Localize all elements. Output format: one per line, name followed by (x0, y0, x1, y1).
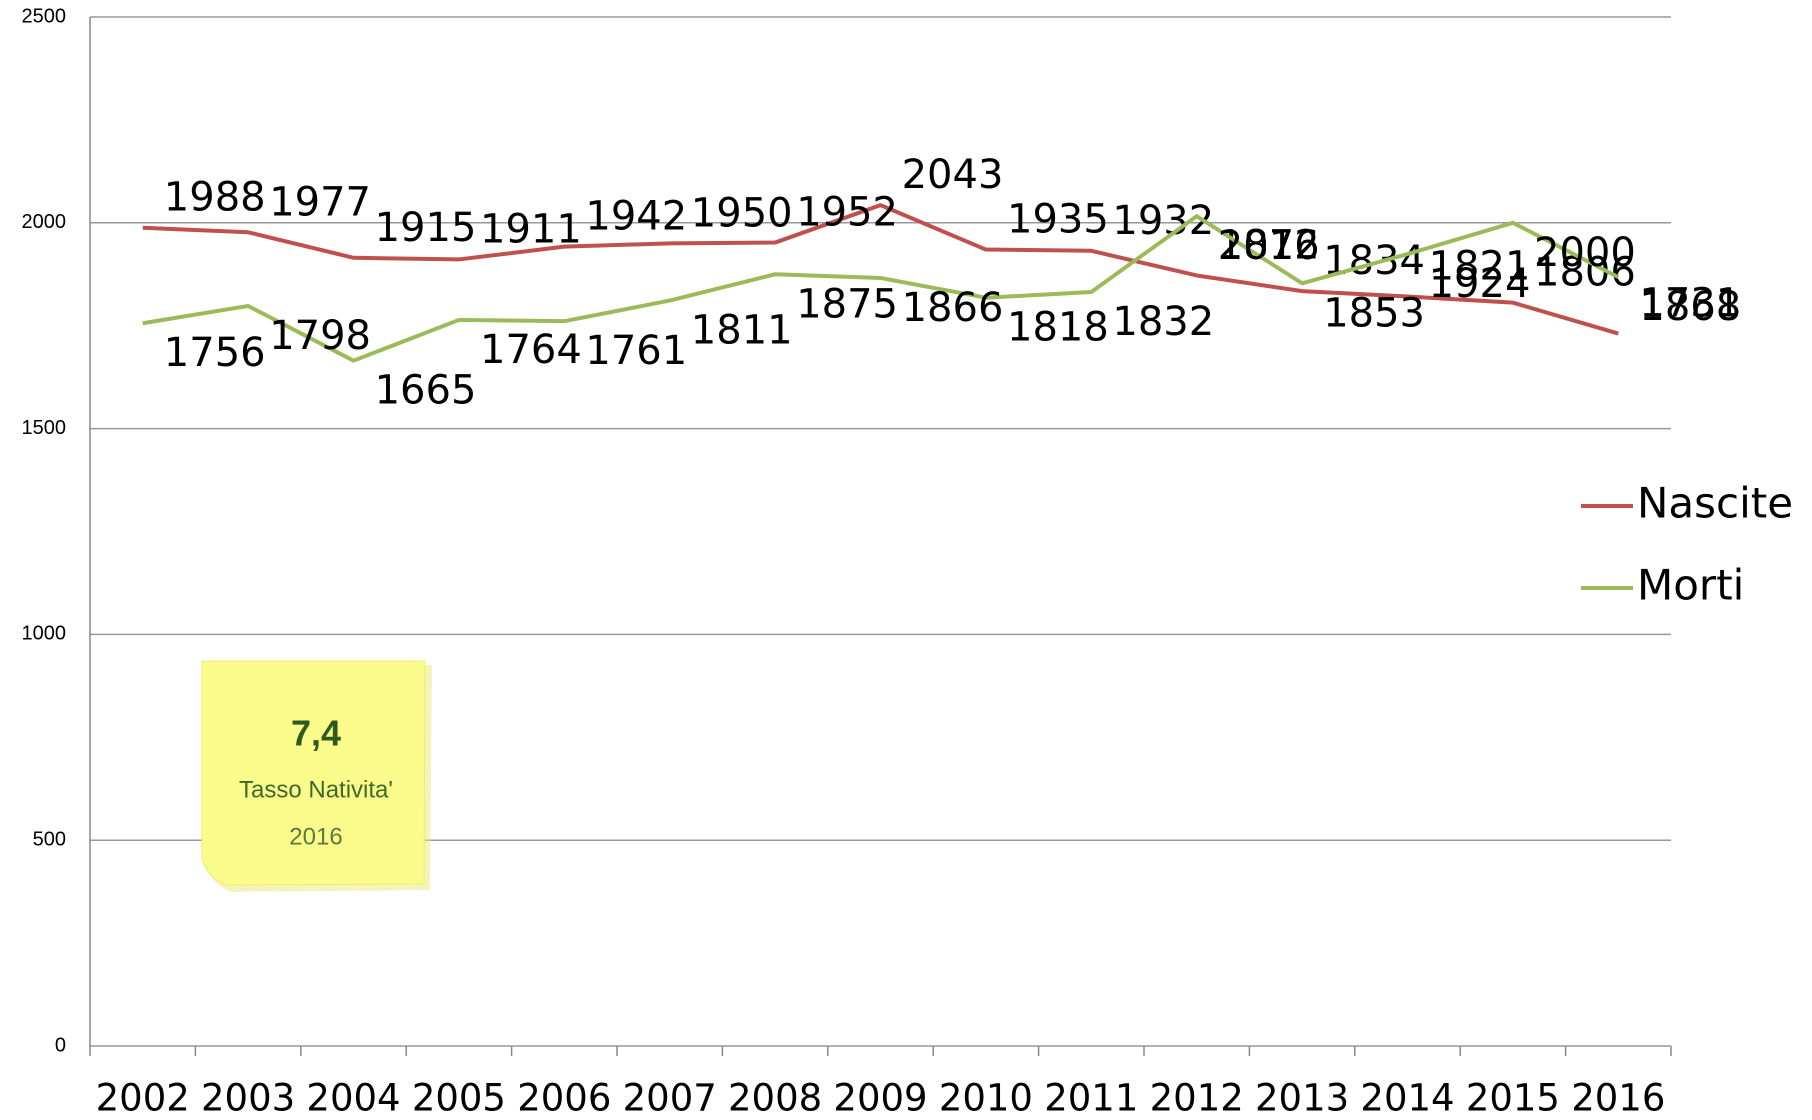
data-label: 1911 (480, 206, 582, 252)
x-tick-label: 2014 (1360, 1077, 1454, 1120)
x-tick-label: 2012 (1150, 1077, 1244, 1120)
y-tick-label: 1000 (22, 623, 67, 645)
data-label: 1761 (585, 328, 687, 374)
note-year: 2016 (289, 823, 342, 850)
x-tick-label: 2003 (201, 1077, 295, 1120)
data-label: 1977 (269, 179, 371, 225)
data-label: 1866 (902, 285, 1004, 331)
x-tick-label: 2006 (517, 1077, 611, 1120)
data-label: 1924 (1429, 261, 1531, 307)
sticky-note: 7,4 Tasso Nativita' 2016 (202, 661, 432, 892)
chart: 0 500 1000 1500 2000 2500 2002 2003 2004 2005 2006… (0, 0, 1812, 1120)
data-label: 2000 (1534, 230, 1636, 276)
data-label: 2043 (902, 152, 1004, 198)
x-tick-label: 2002 (96, 1077, 190, 1120)
x-tick-label: 2007 (623, 1077, 717, 1120)
y-tick-label: 2000 (22, 211, 67, 233)
note-value: 7,4 (291, 713, 341, 754)
data-label: 1942 (585, 194, 687, 240)
x-tick-label: 2009 (833, 1077, 927, 1120)
data-label: 1834 (1323, 238, 1425, 284)
data-label: 1756 (164, 330, 266, 376)
data-label: 1818 (1007, 305, 1109, 351)
data-label: 1950 (691, 190, 793, 236)
data-label: 1853 (1323, 290, 1425, 336)
data-label: 1832 (1112, 299, 1214, 345)
note-label: Tasso Nativita' (239, 776, 393, 803)
data-label: 2016 (1218, 223, 1320, 269)
x-tick-label: 2005 (412, 1077, 506, 1120)
data-label: 1935 (1007, 197, 1109, 243)
x-tick-label: 2015 (1466, 1077, 1560, 1120)
data-label: 1952 (796, 190, 898, 236)
x-tick-label: 2016 (1571, 1077, 1665, 1120)
y-tick-label: 2500 (22, 5, 67, 27)
x-tick-label: 2011 (1044, 1077, 1138, 1120)
data-label: 1932 (1112, 198, 1214, 244)
x-tick-label: 2013 (1255, 1077, 1349, 1120)
data-label: 1798 (269, 313, 371, 359)
data-label: 1988 (164, 175, 266, 221)
data-label: 1764 (480, 327, 582, 373)
x-tick-label: 2010 (939, 1077, 1033, 1120)
y-tick-label: 1500 (22, 417, 67, 439)
x-tick-label: 2008 (728, 1077, 822, 1120)
y-tick-label: 500 (33, 828, 66, 850)
data-label: 1811 (691, 308, 793, 354)
data-label: 1915 (375, 205, 477, 251)
legend-label: Nascite (1637, 479, 1793, 528)
legend-label: Morti (1637, 561, 1744, 610)
y-tick-label: 0 (55, 1034, 66, 1056)
plot: 0 500 1000 1500 2000 2500 2002 2003 2004 2005 2006… (22, 5, 1794, 1119)
x-tick-label: 2004 (306, 1077, 400, 1120)
data-label: 1665 (375, 368, 477, 414)
data-label: 1875 (796, 281, 898, 327)
data-label: 1868 (1639, 284, 1741, 330)
